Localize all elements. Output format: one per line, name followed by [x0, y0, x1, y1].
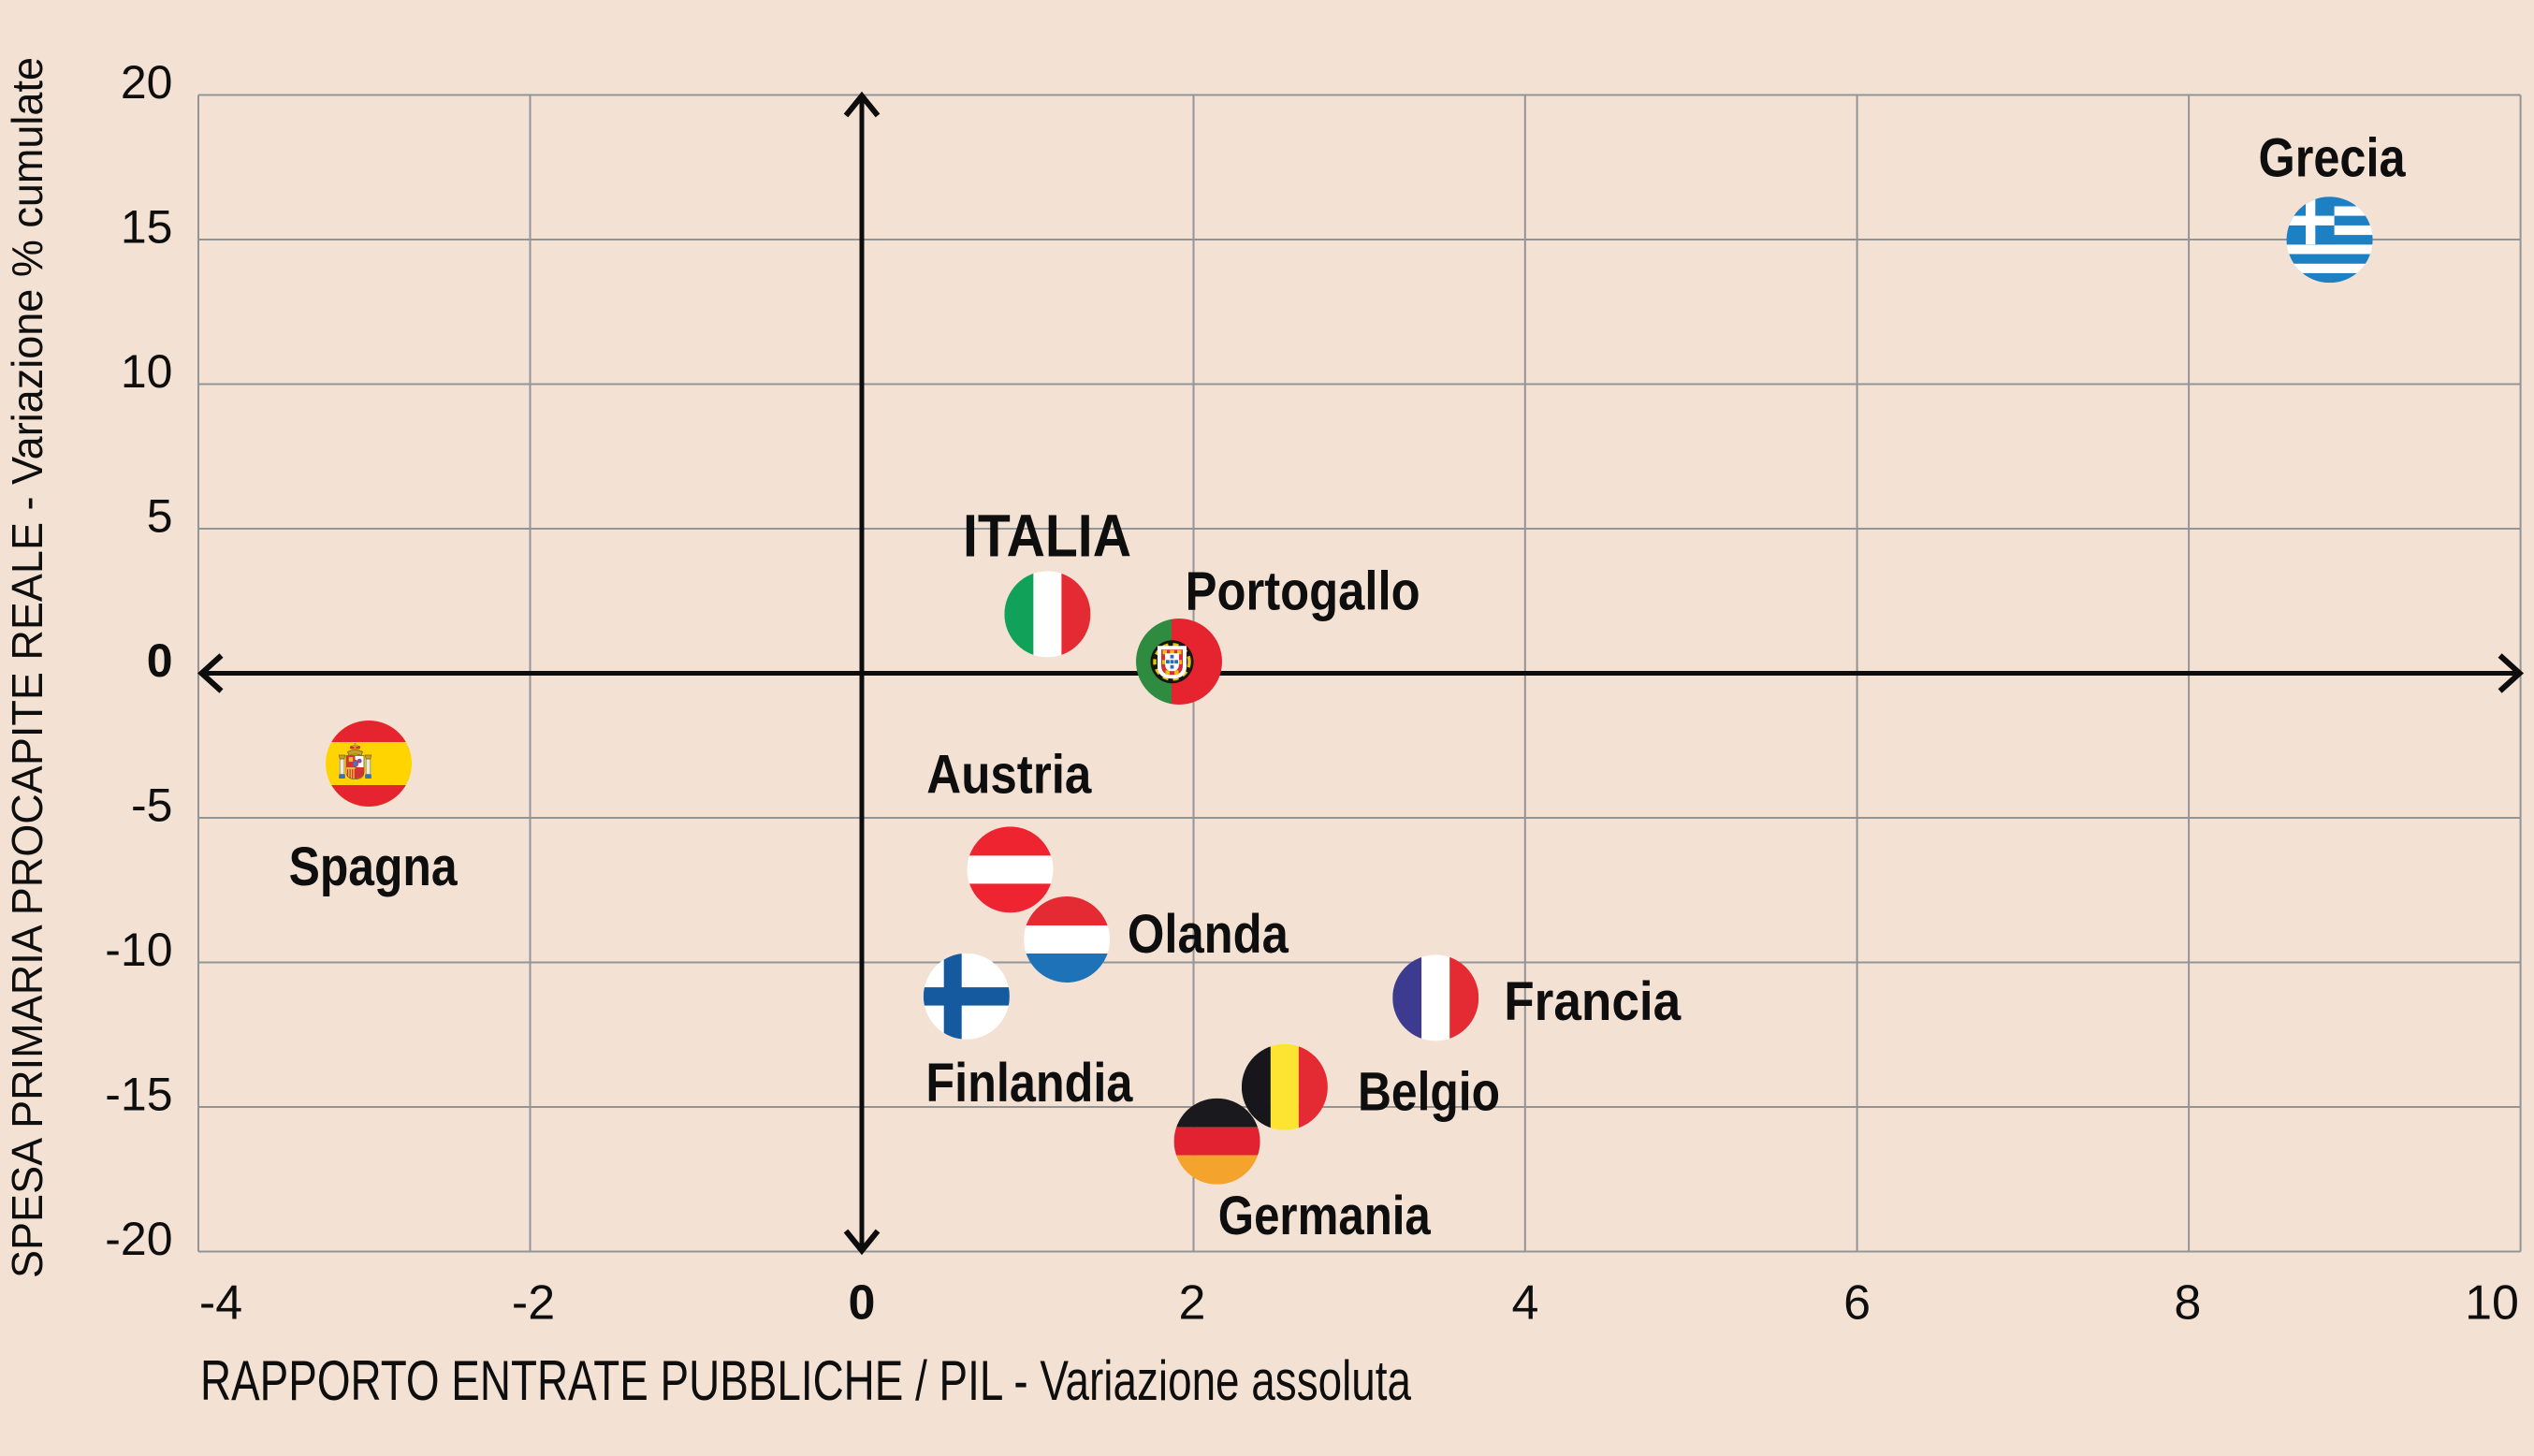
svg-text:-15: -15 [105, 1068, 172, 1120]
svg-text:0: 0 [147, 634, 173, 687]
svg-text:Portogallo: Portogallo [1186, 561, 1420, 622]
svg-text:2: 2 [1179, 1275, 1206, 1330]
svg-text:Grecia: Grecia [2259, 128, 2407, 189]
svg-text:10: 10 [121, 345, 173, 398]
svg-text:SPESA PRIMARIA PROCAPITE REALE: SPESA PRIMARIA PROCAPITE REALE - Variazi… [3, 57, 51, 1278]
svg-text:5: 5 [147, 489, 173, 542]
svg-text:Olanda: Olanda [1128, 904, 1289, 965]
svg-text:20: 20 [121, 56, 173, 109]
svg-text:6: 6 [1843, 1275, 1871, 1330]
svg-text:ITALIA: ITALIA [963, 502, 1131, 570]
svg-text:RAPPORTO ENTRATE PUBBLICHE / P: RAPPORTO ENTRATE PUBBLICHE / PIL - Varia… [200, 1349, 1411, 1412]
svg-text:15: 15 [121, 200, 173, 253]
svg-text:4: 4 [1512, 1275, 1539, 1330]
svg-text:-20: -20 [105, 1213, 172, 1265]
svg-text:-4: -4 [199, 1275, 242, 1330]
svg-text:Austria: Austria [926, 744, 1092, 805]
svg-text:0: 0 [849, 1275, 876, 1330]
svg-text:-2: -2 [512, 1275, 555, 1330]
svg-text:Belgio: Belgio [1358, 1062, 1500, 1123]
svg-text:-5: -5 [131, 779, 172, 831]
svg-text:10: 10 [2465, 1275, 2519, 1330]
svg-text:Finlandia: Finlandia [925, 1053, 1133, 1114]
svg-text:Francia: Francia [1504, 971, 1682, 1032]
svg-text:Spagna: Spagna [289, 837, 459, 897]
svg-text:Germania: Germania [1218, 1186, 1432, 1246]
svg-text:8: 8 [2174, 1275, 2201, 1330]
svg-text:-10: -10 [105, 924, 172, 976]
